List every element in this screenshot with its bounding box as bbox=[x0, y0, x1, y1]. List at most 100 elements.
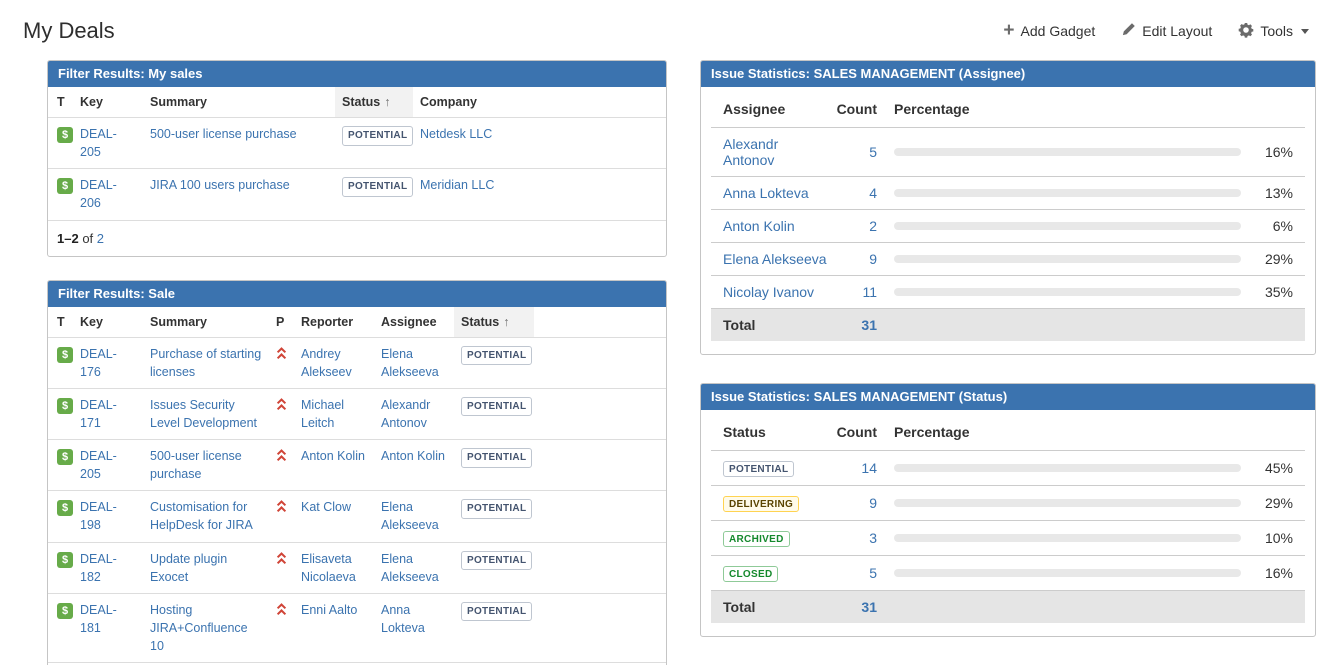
add-gadget-label: Add Gadget bbox=[1020, 23, 1096, 39]
stats-row: ARCHIVED 3 10% bbox=[711, 520, 1305, 555]
issue-summary-link[interactable]: Customisation for HelpDesk for JIRA bbox=[150, 500, 253, 533]
percentage-bar bbox=[894, 534, 1241, 542]
reporter-link[interactable]: Michael Leitch bbox=[301, 397, 345, 430]
status-badge: DELIVERING bbox=[723, 496, 800, 512]
gadget-header-stats-status[interactable]: Issue Statistics: SALES MANAGEMENT (Stat… bbox=[701, 384, 1315, 410]
stat-percentage: 13% bbox=[1264, 185, 1293, 201]
tools-menu-button[interactable]: Tools bbox=[1238, 22, 1309, 41]
assignee-link[interactable]: Alexandr Antonov bbox=[381, 397, 431, 430]
column-header-type[interactable]: T bbox=[57, 95, 65, 109]
column-header-reporter[interactable]: Reporter bbox=[301, 314, 354, 329]
issue-key-link[interactable]: DEAL-181 bbox=[80, 602, 117, 635]
stat-count: 14 bbox=[861, 460, 877, 476]
issue-key-link[interactable]: DEAL-205 bbox=[80, 449, 117, 482]
gadget-header-filter-my-sales[interactable]: Filter Results: My sales bbox=[48, 61, 666, 87]
filter-sale-table: T Key Summary P Reporter Assignee Status… bbox=[48, 306, 666, 665]
reporter-link[interactable]: Andrey Alekseev bbox=[301, 346, 352, 379]
issue-key-link[interactable]: DEAL-206 bbox=[80, 178, 117, 211]
total-label: Total bbox=[723, 317, 756, 333]
stat-percentage: 45% bbox=[1264, 460, 1293, 476]
reporter-link[interactable]: Enni Aalto bbox=[301, 602, 358, 617]
column-header-type[interactable]: T bbox=[57, 314, 65, 329]
tools-label: Tools bbox=[1260, 23, 1293, 39]
issue-summary-link[interactable]: Issues Security Level Development bbox=[150, 397, 258, 430]
gadget-header-stats-assignee[interactable]: Issue Statistics: SALES MANAGEMENT (Assi… bbox=[701, 61, 1315, 87]
status-badge: POTENTIAL bbox=[461, 396, 533, 417]
stats-row: Alexandr Antonov 5 16% bbox=[711, 127, 1305, 176]
column-header-key[interactable]: Key bbox=[80, 314, 103, 329]
stat-percentage: 10% bbox=[1264, 530, 1293, 546]
status-badge: POTENTIAL bbox=[342, 126, 414, 146]
edit-layout-button[interactable]: Edit Layout bbox=[1121, 22, 1212, 40]
deal-type-icon: $ bbox=[57, 500, 73, 517]
chevron-down-icon bbox=[1301, 28, 1309, 34]
issue-summary-link[interactable]: Hosting JIRA+Confluence 10 bbox=[150, 602, 248, 653]
assignee-link[interactable]: Anton Kolin bbox=[723, 218, 795, 234]
issue-key-link[interactable]: DEAL-182 bbox=[80, 551, 117, 584]
assignee-link[interactable]: Anna Lokteva bbox=[381, 602, 425, 635]
percentage-bar bbox=[894, 255, 1241, 263]
stat-count: 2 bbox=[869, 218, 877, 234]
column-header-priority[interactable]: P bbox=[276, 314, 285, 329]
column-header-assignee[interactable]: Assignee bbox=[381, 314, 437, 329]
assignee-link[interactable]: Elena Alekseeva bbox=[381, 500, 439, 533]
total-count: 31 bbox=[861, 599, 877, 615]
total-label: Total bbox=[723, 599, 756, 615]
column-header-summary[interactable]: Summary bbox=[150, 314, 207, 329]
stat-percentage: 35% bbox=[1264, 284, 1293, 300]
issue-key-link[interactable]: DEAL-198 bbox=[80, 500, 117, 533]
stat-count: 5 bbox=[869, 144, 877, 160]
assignee-link[interactable]: Nicolay Ivanov bbox=[723, 284, 815, 300]
reporter-link[interactable]: Anton Kolin bbox=[301, 449, 365, 463]
company-link[interactable]: Meridian LLC bbox=[420, 178, 495, 193]
stat-percentage: 6% bbox=[1272, 218, 1293, 234]
stats-header-row: Assignee Count Percentage bbox=[711, 87, 1305, 127]
column-header-status-sorted[interactable]: Status ↑ bbox=[454, 306, 534, 337]
table-row: $ DEAL-205 500-user license purchase POT… bbox=[48, 116, 666, 169]
priority-highest-icon bbox=[276, 449, 287, 462]
issue-key-link[interactable]: DEAL-171 bbox=[80, 397, 117, 430]
stats-row: Elena Alekseeva 9 29% bbox=[711, 242, 1305, 275]
column-header-status-sorted[interactable]: Status ↑ bbox=[335, 87, 413, 118]
status-badge: POTENTIAL bbox=[461, 601, 533, 622]
table-row: $ DEAL-206 JIRA 100 users purchase POTEN… bbox=[48, 168, 666, 220]
table-row: $ DEAL-176 Purchase of starting licenses… bbox=[48, 336, 666, 389]
assignee-link[interactable]: Elena Alekseeva bbox=[381, 346, 439, 379]
pagination: 1–2 of 2 bbox=[48, 219, 666, 256]
company-link[interactable]: Netdesk LLC bbox=[420, 127, 493, 141]
issue-summary-link[interactable]: 500-user license purchase bbox=[150, 449, 242, 482]
column-header-spacer bbox=[534, 307, 666, 338]
issue-summary-link[interactable]: Purchase of starting licenses bbox=[150, 346, 262, 379]
column-header-key[interactable]: Key bbox=[80, 95, 103, 109]
gadget-stats-status: Issue Statistics: SALES MANAGEMENT (Stat… bbox=[700, 383, 1316, 637]
column-header-company[interactable]: Company bbox=[420, 95, 477, 109]
assignee-link[interactable]: Anna Lokteva bbox=[723, 185, 809, 201]
issue-summary-link[interactable]: Update plugin Exocet bbox=[150, 551, 228, 584]
issue-key-link[interactable]: DEAL-176 bbox=[80, 346, 117, 379]
assignee-link[interactable]: Alexandr Antonov bbox=[723, 136, 779, 168]
table-row: $ DEAL-182 Update plugin Exocet Elisavet… bbox=[48, 541, 666, 594]
assignee-link[interactable]: Elena Alekseeva bbox=[381, 551, 439, 584]
stat-percentage: 16% bbox=[1264, 144, 1293, 160]
dashboard-columns: Filter Results: My sales T Key Summary S… bbox=[0, 60, 1331, 665]
column-header-summary[interactable]: Summary bbox=[150, 95, 207, 109]
table-row: $ DEAL-181 Hosting JIRA+Confluence 10 En… bbox=[48, 592, 666, 663]
percentage-bar bbox=[894, 499, 1241, 507]
issue-key-link[interactable]: DEAL-205 bbox=[80, 127, 117, 160]
assignee-link[interactable]: Elena Alekseeva bbox=[723, 251, 827, 267]
issue-summary-link[interactable]: 500-user license purchase bbox=[150, 127, 297, 141]
add-gadget-button[interactable]: + Add Gadget bbox=[1003, 21, 1096, 40]
pagination-total-link[interactable]: 2 bbox=[96, 230, 105, 246]
stats-column-count: Count bbox=[836, 424, 877, 440]
gadget-header-filter-sale[interactable]: Filter Results: Sale bbox=[48, 280, 666, 307]
reporter-link[interactable]: Elisaveta Nicolaeva bbox=[301, 551, 356, 584]
stats-column-percentage: Percentage bbox=[894, 424, 970, 440]
filter-my-sales-table: T Key Summary Status ↑ Company $ DEAL-205… bbox=[48, 87, 666, 220]
stat-count: 11 bbox=[862, 284, 877, 300]
issue-summary-link[interactable]: JIRA 100 users purchase bbox=[150, 178, 290, 193]
assignee-link[interactable]: Anton Kolin bbox=[381, 449, 445, 463]
pencil-icon bbox=[1121, 22, 1136, 40]
dashboard-column-left: Filter Results: My sales T Key Summary S… bbox=[47, 60, 667, 665]
reporter-link[interactable]: Kat Clow bbox=[301, 500, 352, 515]
